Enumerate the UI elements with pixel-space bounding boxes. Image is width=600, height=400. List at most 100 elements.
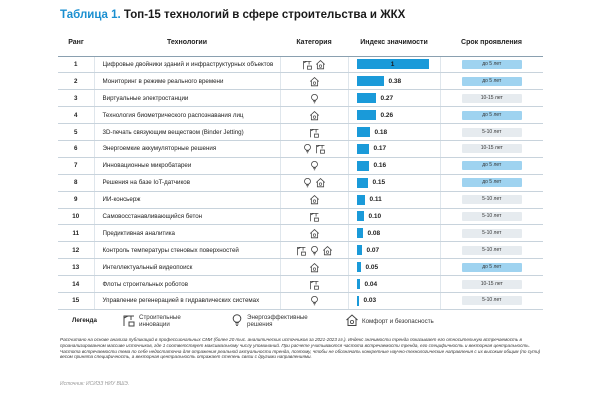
index-cell: 0.26	[348, 106, 441, 125]
page-title: Таблица 1. Топ-15 технологий в сфере стр…	[60, 9, 405, 21]
rank-cell: 14	[58, 275, 95, 293]
technology-cell: Мониторинг в режиме реального времени	[94, 72, 281, 91]
technology-cell: Предиктивная аналитика	[94, 224, 281, 243]
index-cell: 0.15	[348, 174, 441, 192]
legend-label-comfort: Комфорт и безопасность	[362, 317, 434, 325]
house-icon	[315, 177, 326, 188]
term-badge: до 5 лет	[461, 110, 522, 120]
index-cell: 0.27	[348, 89, 441, 108]
index-value: 0.15	[372, 179, 386, 187]
technology-cell: Цифровые двойники зданий и инфраструктур…	[94, 56, 281, 74]
category-cell	[280, 89, 349, 108]
term-cell: до 5 лет	[440, 72, 543, 91]
index-cell: 0.18	[348, 123, 441, 141]
technology-cell: 3D-печать связующим веществом (Binder Je…	[94, 123, 281, 141]
category-cell	[280, 56, 349, 74]
crane-icon	[309, 127, 320, 138]
crane-icon	[309, 279, 320, 290]
table-row: 15 Управление регенерацией в гидравлическ…	[58, 292, 543, 310]
legend: Легенда Строительные инновации Энергоэфф…	[60, 313, 550, 335]
rank-cell: 9	[58, 191, 95, 209]
technology-cell: Виртуальные электростанции	[94, 89, 281, 108]
rank-cell: 6	[58, 140, 95, 158]
table-row: 7 Инновационные микробатареи 0.16 до 5 лет	[58, 157, 543, 175]
term-badge: 10-15 лет	[461, 279, 522, 289]
category-cell	[280, 123, 349, 141]
technology-cell: ИИ-консьерж	[94, 191, 281, 209]
term-badge: 5-10 лет	[461, 228, 522, 238]
index-bar	[356, 295, 359, 306]
bulb-icon	[302, 143, 313, 154]
term-cell: 5-10 лет	[440, 208, 543, 226]
header-category: Категория	[280, 30, 348, 57]
rank-cell: 8	[58, 174, 95, 192]
rank-cell: 12	[58, 241, 95, 260]
term-cell: 5-10 лет	[440, 224, 543, 243]
index-value: 0.10	[368, 212, 382, 220]
index-value: 0.26	[380, 111, 394, 119]
house-icon	[309, 262, 320, 273]
house-icon	[315, 59, 326, 70]
category-cell	[280, 140, 349, 158]
term-cell: до 5 лет	[440, 56, 543, 74]
table-row: 5 3D-печать связующим веществом (Binder J…	[58, 123, 543, 141]
term-badge: 5-10 лет	[461, 127, 522, 137]
term-cell: до 5 лет	[440, 174, 543, 192]
table-row: 14 Флоты строительных роботов 0.04 10-15 ле…	[58, 275, 543, 293]
table-row: 2 Мониторинг в режиме реального времени 0.…	[58, 72, 543, 91]
header-index: Индекс значимости	[348, 30, 440, 57]
index-cell: 0.08	[348, 224, 441, 243]
house-icon	[309, 76, 320, 87]
term-cell: 5-10 лет	[440, 241, 543, 260]
bulb-icon	[309, 93, 320, 104]
house-icon	[309, 110, 320, 121]
index-bar	[356, 245, 362, 256]
term-badge: 5-10 лет	[461, 211, 522, 221]
index-cell: 0.07	[348, 241, 441, 260]
bulb-icon	[309, 295, 320, 306]
table-header-row: Ранг Технологии Категория Индекс значимо…	[58, 30, 543, 57]
table-row: 13 Интеллектуальный видеопоиск 0.05 до 5 ле…	[58, 258, 543, 277]
term-badge: до 5 лет	[461, 59, 522, 69]
crane-icon	[309, 211, 320, 222]
bulb-icon	[309, 160, 320, 171]
index-bar	[356, 228, 363, 239]
index-cell: 0.11	[348, 191, 441, 209]
table-row: 6 Энергоемкие аккумуляторные решения 0.17 1…	[58, 140, 543, 158]
table-body: 1 Цифровые двойники зданий и инфраструкту…	[58, 56, 543, 310]
category-cell	[280, 208, 349, 226]
technology-cell: Технология биометрического распознавания…	[94, 106, 281, 125]
rank-cell: 5	[58, 123, 95, 141]
technology-cell: Самовосстанавливающийся бетон	[94, 208, 281, 226]
index-bar	[356, 279, 360, 290]
index-bar	[356, 76, 384, 87]
term-badge: до 5 лет	[461, 262, 522, 272]
crane-icon	[122, 313, 139, 329]
rank-cell: 15	[58, 292, 95, 310]
term-cell: 10-15 лет	[440, 140, 543, 158]
index-value: 0.05	[365, 263, 379, 271]
index-bar	[356, 211, 364, 222]
methodology-note: Рассчитано на основе анализа публикаций …	[60, 337, 541, 360]
rank-cell: 11	[58, 224, 95, 243]
category-cell	[280, 258, 349, 277]
index-value: 0.27	[380, 94, 394, 102]
index-value: 1	[390, 60, 395, 68]
rank-cell: 7	[58, 157, 95, 175]
category-cell	[280, 157, 349, 175]
house-icon	[309, 228, 320, 239]
term-badge: 5-10 лет	[461, 245, 522, 255]
term-badge: 10-15 лет	[461, 93, 522, 103]
category-cell	[280, 275, 349, 293]
crane-icon	[315, 143, 326, 154]
legend-label-energy: Энергоэффективные решения	[247, 314, 308, 328]
legend-item-energy: Энергоэффективные решения	[230, 313, 309, 329]
index-bar	[356, 194, 365, 205]
technology-cell: Управление регенерацией в гидравлических…	[94, 292, 281, 310]
category-cell	[280, 106, 349, 125]
term-badge: 5-10 лет	[461, 296, 522, 306]
table-row: 4 Технология биометрического распознавани…	[58, 106, 543, 125]
table-row: 1 Цифровые двойники зданий и инфраструкту…	[58, 56, 543, 74]
legend-item-construction: Строительные инновации	[122, 313, 191, 329]
crane-icon	[302, 59, 313, 70]
